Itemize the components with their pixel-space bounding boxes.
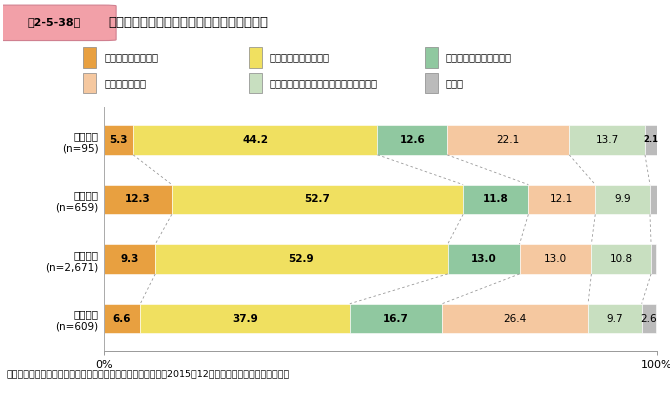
Bar	[651, 244, 656, 274]
Text: 自社の課題を金融機関に提示していない: 自社の課題を金融機関に提示していない	[270, 78, 378, 88]
Text: 12.3: 12.3	[125, 195, 151, 204]
Text: 5.3: 5.3	[109, 135, 128, 145]
Text: ほとんど把握していない: ほとんど把握していない	[446, 53, 512, 63]
Bar	[442, 304, 588, 333]
Bar	[650, 185, 657, 214]
Text: 把握していない: 把握していない	[104, 78, 146, 88]
Bar	[529, 185, 595, 214]
Bar	[350, 304, 442, 333]
Bar	[249, 47, 262, 68]
Text: 12.6: 12.6	[399, 135, 425, 145]
Text: 52.7: 52.7	[305, 195, 330, 204]
Text: 11.8: 11.8	[483, 195, 509, 204]
Bar	[519, 244, 592, 274]
Text: 13.0: 13.0	[544, 254, 567, 264]
Bar	[448, 244, 519, 274]
Bar	[83, 73, 96, 93]
Bar	[595, 185, 650, 214]
Bar	[447, 125, 570, 155]
Text: 16.7: 16.7	[383, 314, 409, 324]
Bar	[133, 125, 377, 155]
Text: 37.9: 37.9	[232, 314, 258, 324]
Bar	[155, 244, 448, 274]
Bar	[104, 244, 155, 274]
Text: 資料：中小企業庁委託「中小企業の資金調達に関する調査」（2015年12月、みずほ総合研究所（株））: 資料：中小企業庁委託「中小企業の資金調達に関する調査」（2015年12月、みずほ…	[7, 369, 290, 378]
Bar	[377, 125, 447, 155]
Text: 52.9: 52.9	[289, 254, 314, 264]
Bar	[588, 304, 642, 333]
Bar	[83, 47, 96, 68]
Text: 26.4: 26.4	[503, 314, 527, 324]
Bar	[425, 73, 438, 93]
Bar	[425, 47, 438, 68]
Text: 十分に把握している: 十分に把握している	[104, 53, 158, 63]
Bar	[592, 244, 651, 274]
Text: ある程度把握している: ある程度把握している	[270, 53, 330, 63]
Bar	[249, 73, 262, 93]
Text: 22.1: 22.1	[496, 135, 520, 145]
Bar	[463, 185, 529, 214]
Text: 第2-5-38図: 第2-5-38図	[27, 17, 80, 27]
Text: 6.6: 6.6	[113, 314, 131, 324]
Text: 44.2: 44.2	[243, 135, 268, 145]
Text: 10.8: 10.8	[610, 254, 632, 264]
Text: 9.3: 9.3	[121, 254, 139, 264]
Text: 自社の経営課題についての金融機関の理解度: 自社の経営課題についての金融機関の理解度	[108, 15, 268, 29]
Text: 13.7: 13.7	[596, 135, 619, 145]
Text: 12.1: 12.1	[550, 195, 574, 204]
Bar	[172, 185, 463, 214]
Bar	[645, 125, 657, 155]
Bar	[104, 185, 172, 214]
Text: 2.6: 2.6	[641, 314, 657, 324]
Text: 9.7: 9.7	[606, 314, 623, 324]
FancyBboxPatch shape	[0, 5, 116, 40]
Text: その他: その他	[446, 78, 464, 88]
Bar	[140, 304, 350, 333]
Text: 2.1: 2.1	[643, 135, 659, 145]
Bar	[570, 125, 645, 155]
Text: 9.9: 9.9	[614, 195, 631, 204]
Bar	[642, 304, 656, 333]
Text: 13.0: 13.0	[471, 254, 496, 264]
Bar	[104, 125, 133, 155]
Bar	[104, 304, 140, 333]
